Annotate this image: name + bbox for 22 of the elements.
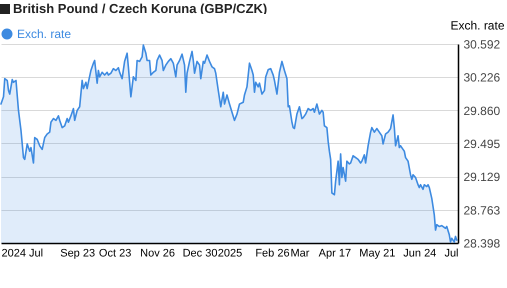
x-tick-label: Nov 26 [140,248,176,260]
x-tick-label: Dec 30 [182,248,218,260]
x-tick-label: Mar [290,248,310,260]
chart-title: British Pound / Czech Koruna (GBP/CZK) [13,1,268,16]
x-tick-label: Jul [444,248,458,260]
y-tick-label: 28.398 [464,236,501,250]
y-tick-label: 29.495 [464,137,501,151]
x-tick-label: 2024 Jul [2,248,44,260]
x-tick-label: Apr 17 [318,248,352,260]
x-tick-label: May 21 [359,248,396,260]
y-tick-label: 29.860 [464,104,501,118]
y-tick-label: 30.592 [464,38,501,52]
legend-label: Exch. rate [17,27,72,41]
y-axis-title: Exch. rate [450,18,505,32]
y-tick-label: 30.226 [464,70,501,85]
x-tick-label: 2025 [218,248,242,260]
y-tick-label: 29.129 [464,170,501,184]
x-tick-label: Oct 23 [98,248,132,260]
x-tick-label: Jun 24 [403,248,436,260]
x-tick-label: Sep 23 [60,248,96,260]
y-tick-label: 28.763 [464,203,501,218]
x-tick-label: Feb 26 [255,248,290,260]
